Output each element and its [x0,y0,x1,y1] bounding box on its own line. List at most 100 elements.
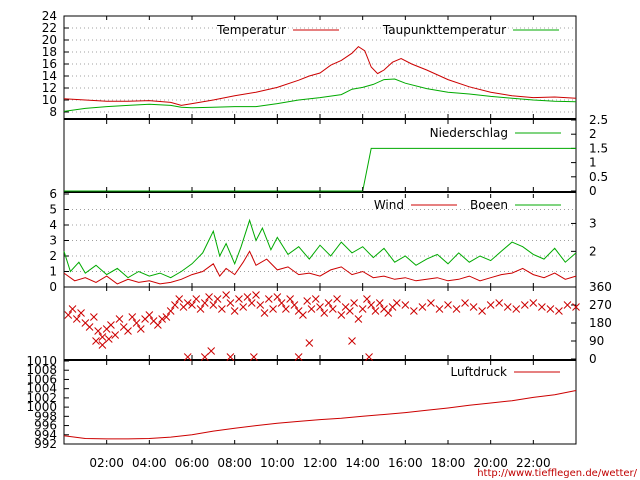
y-tick-label: 2 [589,127,597,141]
wind-direction-point [171,301,179,309]
x-tick-label: 06:00 [175,456,210,470]
wind-direction-point [503,303,512,311]
wind-direction-point [324,299,333,307]
wind-direction-point [358,305,367,313]
wind-direction-point [303,297,312,305]
wind-direction-point [256,301,265,309]
wind-direction-point [286,295,294,303]
wind-direction-point [205,293,213,301]
wind-direction-point [226,299,235,307]
y-tick-label: 22 [42,21,57,35]
panel-precipitation: 00.511.522.5 [64,113,608,198]
y-tick-label: 0.5 [589,170,608,184]
wind-direction-point [243,293,252,301]
legend-label: Niederschlag [430,126,508,140]
y-tick-label: 2 [49,249,57,263]
wind-direction-point [282,305,290,313]
y-tick-label: 12 [42,81,57,95]
wind-direction-point [384,309,393,317]
x-tick-label: 04:00 [132,456,167,470]
wind-direction-point [299,311,307,319]
wind-direction-point [354,315,363,323]
wind-direction-point [410,307,418,315]
wind-direction-point [207,347,216,355]
y-tick-label: 992 [34,437,57,451]
wind-direction-point [363,295,371,303]
wind-direction-point [85,323,94,331]
y-tick-label-right: 90 [589,334,604,348]
wind-direction-point [250,353,258,361]
wind-direction-point [192,295,201,303]
y-tick-label: 1008 [26,363,57,377]
y-tick-label: 996 [34,419,57,433]
wind-direction-point [132,319,141,327]
wind-direction-point [512,305,521,313]
series-line-wind [63,250,577,285]
x-tick-label: 18:00 [431,456,466,470]
y-tick-label: 1 [49,265,57,279]
y-tick-label: 24 [42,9,57,23]
y-tick-label-right: 0 [589,352,597,366]
wind-direction-point [392,299,401,307]
wind-direction-point [111,331,120,339]
wind-direction-point [316,303,324,311]
wind-direction-point [124,327,132,335]
legend-label: Wind [374,198,404,212]
wind-direction-point [538,303,546,311]
wind-direction-point [247,299,256,307]
series-line-temperatur [63,45,577,106]
wind-direction-point [213,295,222,303]
wind-direction-point [200,353,209,361]
wind-direction-point [252,291,260,299]
series-line-boeen [63,218,577,279]
y-tick-label: 1000 [26,400,57,414]
wind-direction-point [226,353,235,361]
wind-direction-point [572,303,580,311]
legend-label: Boeen [470,198,508,212]
wind-direction-point [235,295,243,303]
y-tick-label: 14 [42,69,57,83]
wind-direction-point [162,313,171,321]
y-tick-label: 1002 [26,391,57,405]
wind-direction-point [563,301,572,309]
wind-direction-point [92,337,100,345]
y-tick-label: 0 [49,280,57,294]
wind-direction-point [145,311,154,319]
wind-direction-point [305,339,314,347]
y-tick-label-right: 180 [589,316,612,330]
wind-direction-point [452,305,461,313]
wind-direction-point [200,299,209,307]
wind-direction-point [348,337,356,345]
wind-direction-point [136,325,145,333]
y-tick-label: 6 [49,187,57,201]
wind-direction-point [264,295,273,303]
y-tick-label: 16 [42,57,57,71]
y-tick-label: 1 [589,156,597,170]
wind-direction-point [218,305,226,313]
series-line-luftdruck [63,390,577,440]
wind-direction-point [175,295,184,303]
wind-direction-point [239,303,248,311]
wind-direction-point [94,327,102,335]
wind-direction-point [495,299,504,307]
wind-direction-point [188,301,196,309]
wind-direction-point [529,299,538,307]
wind-direction-point [346,307,354,315]
y-tick-label: 4 [49,218,57,232]
wind-direction-point [328,305,337,313]
wind-direction-point [183,353,192,361]
wind-direction-point [196,305,205,313]
wind-direction-point [294,353,303,361]
x-tick-label: 14:00 [345,456,380,470]
y-tick-label: 5 [49,203,57,217]
wind-direction-point [290,301,299,309]
wind-direction-point [230,307,239,315]
wind-direction-point [98,333,107,341]
y-tick-label: 994 [34,428,57,442]
wind-direction-point [277,299,286,307]
wind-direction-point [478,307,486,315]
x-tick-label: 20:00 [473,456,508,470]
